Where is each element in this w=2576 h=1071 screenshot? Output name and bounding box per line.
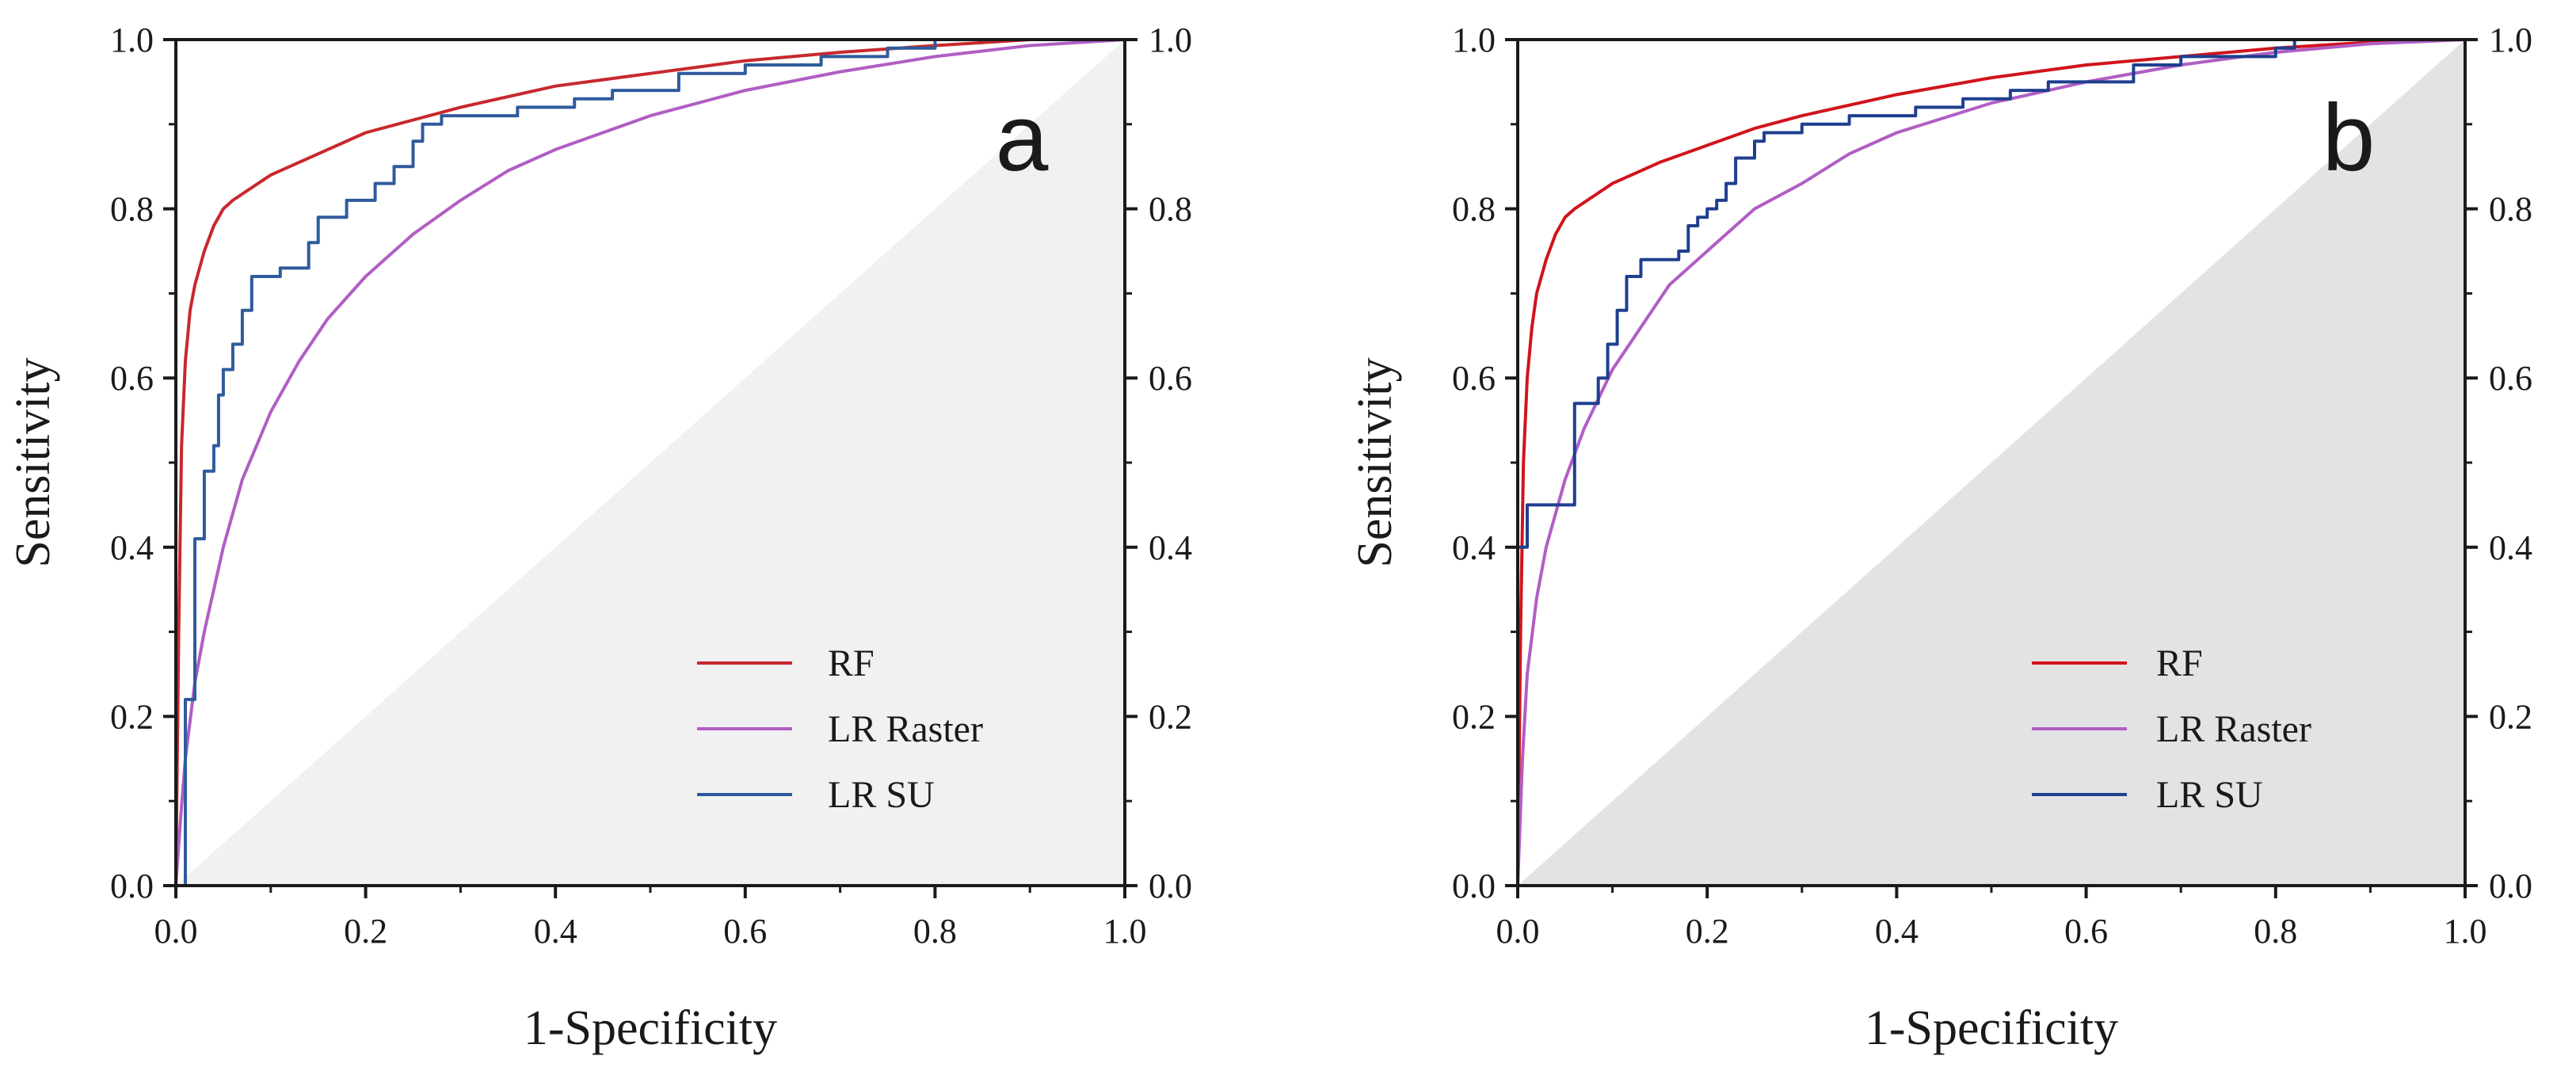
right-y-tick-label: 0.4 bbox=[2489, 528, 2532, 567]
y-tick-label: 0.0 bbox=[1452, 867, 1496, 905]
y-tick-label: 0.2 bbox=[110, 697, 154, 736]
series-line-lr-raster bbox=[174, 38, 1126, 887]
right-y-tick-label: 0.0 bbox=[1149, 867, 1192, 905]
series-line-rf bbox=[174, 38, 1126, 887]
legend-label: LR Raster bbox=[828, 708, 983, 750]
x-tick-label: 1.0 bbox=[1103, 912, 1147, 951]
y-tick-label: 0.6 bbox=[1452, 359, 1496, 398]
x-tick-label: 0.0 bbox=[154, 912, 198, 951]
chance-region bbox=[176, 40, 1125, 886]
y-tick-label: 0.0 bbox=[110, 867, 154, 905]
x-tick-label: 0.4 bbox=[534, 912, 577, 951]
legend-label: RF bbox=[2156, 642, 2203, 684]
legend-label: LR SU bbox=[2156, 774, 2263, 816]
x-tick-label: 0.8 bbox=[2254, 912, 2297, 951]
right-y-tick-label: 0.2 bbox=[1149, 697, 1192, 736]
legend: RF LR Raster LR SU bbox=[2032, 642, 2311, 816]
right-y-tick-label: 0.2 bbox=[2489, 697, 2532, 736]
right-y-tick-label: 0.8 bbox=[2489, 190, 2532, 229]
legend-label: RF bbox=[828, 642, 875, 684]
y-tick-label: 1.0 bbox=[1452, 21, 1496, 59]
x-tick-label: 0.4 bbox=[1875, 912, 1919, 951]
right-y-tick-label: 0.0 bbox=[2489, 867, 2532, 905]
panel-label: b bbox=[2323, 85, 2376, 191]
x-tick-label: 0.2 bbox=[344, 912, 387, 951]
series-line-rf bbox=[1516, 38, 2467, 887]
x-tick-label: 0.8 bbox=[913, 912, 957, 951]
right-y-tick-label: 0.8 bbox=[1149, 190, 1192, 229]
x-axis-title: 1-Specificity bbox=[524, 1001, 777, 1055]
right-y-tick-label: 1.0 bbox=[2489, 21, 2532, 59]
y-axis-title: Sensitivity bbox=[1348, 357, 1402, 567]
x-tick-label: 0.2 bbox=[1686, 912, 1729, 951]
y-tick-label: 1.0 bbox=[110, 21, 154, 59]
y-tick-label: 0.8 bbox=[1452, 190, 1496, 229]
right-y-tick-label: 1.0 bbox=[1149, 21, 1192, 59]
x-tick-label: 1.0 bbox=[2444, 912, 2487, 951]
roc-panel-b: 0.0 0.2 0.4 0.6 0.8 1.00.00.20.40.60.81.00.00… bbox=[1348, 21, 2532, 1055]
x-axis-title: 1-Specificity bbox=[1865, 1001, 2118, 1055]
chance-region bbox=[1518, 40, 2465, 886]
y-tick-label: 0.6 bbox=[110, 359, 154, 398]
y-tick-label: 0.4 bbox=[110, 528, 154, 567]
legend-label: LR Raster bbox=[2156, 708, 2311, 750]
right-y-tick-label: 0.6 bbox=[2489, 359, 2532, 398]
roc-panel-a: 0.0 0.2 0.4 0.6 0.8 1.00.00.20.40.60.81.00.00… bbox=[6, 21, 1192, 1055]
y-tick-label: 0.4 bbox=[1452, 528, 1496, 567]
series-line-lr-su bbox=[1516, 38, 2467, 887]
y-tick-label: 0.8 bbox=[110, 190, 154, 229]
x-tick-label: 0.0 bbox=[1496, 912, 1540, 951]
right-y-tick-label: 0.6 bbox=[1149, 359, 1192, 398]
legend-label: LR SU bbox=[828, 774, 935, 816]
series-line-lr-raster bbox=[1516, 38, 2467, 887]
y-axis-title: Sensitivity bbox=[6, 357, 60, 567]
y-tick-label: 0.2 bbox=[1452, 697, 1496, 736]
x-tick-label: 0.6 bbox=[2064, 912, 2108, 951]
series-line-lr-su bbox=[174, 38, 1126, 887]
legend: RF LR Raster LR SU bbox=[697, 642, 983, 816]
right-y-tick-label: 0.4 bbox=[1149, 528, 1192, 567]
panel-label: a bbox=[996, 85, 1049, 191]
x-tick-label: 0.6 bbox=[723, 912, 767, 951]
